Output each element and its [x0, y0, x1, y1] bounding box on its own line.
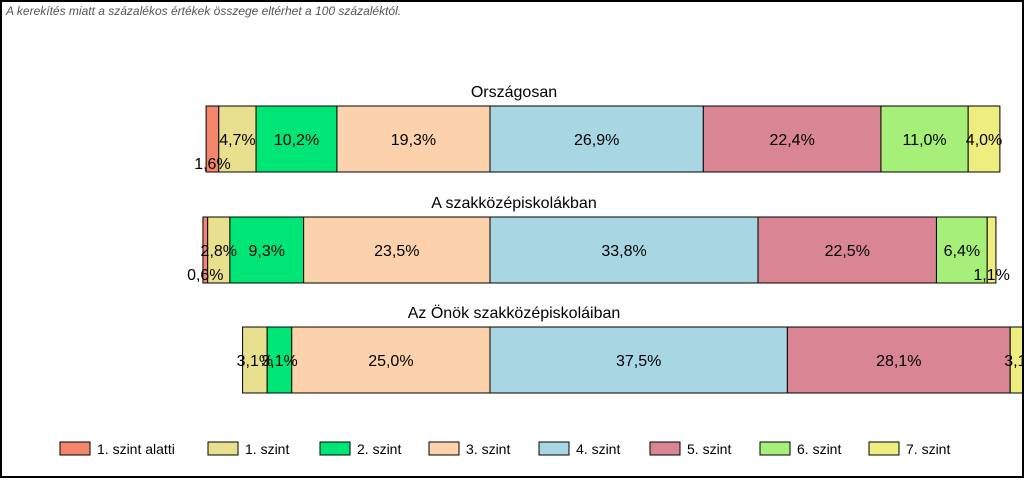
data-label: 10,2%	[274, 132, 319, 149]
legend-label: 2. szint	[357, 441, 401, 457]
data-label: 3,1%	[1004, 353, 1022, 370]
bar-segment	[303, 216, 491, 284]
data-label: 1,6%	[194, 156, 230, 173]
bar-segment	[291, 326, 491, 394]
bar-segment	[986, 216, 997, 284]
data-label: 1,1%	[973, 267, 1009, 284]
legend-swatch	[319, 441, 351, 456]
data-label: 4,7%	[219, 132, 255, 149]
legend-swatch	[428, 441, 460, 456]
data-label: 9,3%	[249, 243, 285, 260]
legend-swatch	[59, 441, 91, 456]
bar-segment	[336, 105, 491, 173]
data-label: 37,5%	[616, 353, 661, 370]
legend-swatch	[868, 441, 900, 456]
bar-segment	[967, 105, 1001, 173]
bar-segment	[266, 326, 293, 394]
data-label: 4,0%	[966, 132, 1002, 149]
data-label: 25,0%	[368, 353, 413, 370]
bar-segment	[489, 105, 704, 173]
data-label: 11,0%	[902, 132, 946, 149]
bar-segment	[489, 326, 788, 394]
bar-segment	[255, 105, 338, 173]
legend-label: 5. szint	[687, 441, 731, 457]
bar-segment	[702, 105, 882, 173]
group-title-2: A szakközépiskolákban	[431, 195, 596, 212]
legend-swatch	[649, 441, 681, 456]
bar-segment	[786, 326, 1011, 394]
legend-label: 1. szint	[245, 441, 289, 457]
data-label: 26,9%	[574, 132, 619, 149]
bar-segment	[935, 216, 988, 284]
legend-swatch	[538, 441, 570, 456]
legend-label: 7. szint	[906, 441, 950, 457]
legend-swatch	[759, 441, 791, 456]
bar-segment	[489, 216, 759, 284]
data-label: 3,1%	[261, 353, 297, 370]
rounding-note: A kerekítés miatt a százalékos értékek ö…	[6, 4, 402, 18]
data-label: 22,4%	[769, 132, 814, 149]
bar-segment	[757, 216, 937, 284]
data-label: 19,3%	[391, 132, 436, 149]
legend-label: 3. szint	[466, 441, 510, 457]
data-label: 0,6%	[187, 267, 223, 284]
legend-swatch	[207, 441, 239, 456]
data-label: 22,5%	[825, 243, 870, 260]
data-label: 23,5%	[374, 243, 419, 260]
legend-label: 1. szint alatti	[97, 441, 175, 457]
legend-label: 6. szint	[797, 441, 841, 457]
bar-segment	[229, 216, 305, 284]
bar-segment	[218, 105, 257, 173]
data-label: 33,8%	[601, 243, 646, 260]
data-label: 3,1%	[237, 353, 273, 370]
legend-label: 4. szint	[576, 441, 620, 457]
group-title-3: Az Önök szakközépiskoláiban	[408, 304, 621, 322]
group-title-1: Országosan	[471, 84, 557, 101]
data-label: 28,1%	[876, 353, 921, 370]
data-label: 2,8%	[201, 243, 237, 260]
data-label: 6,4%	[944, 243, 980, 260]
bar-segment	[880, 105, 969, 173]
